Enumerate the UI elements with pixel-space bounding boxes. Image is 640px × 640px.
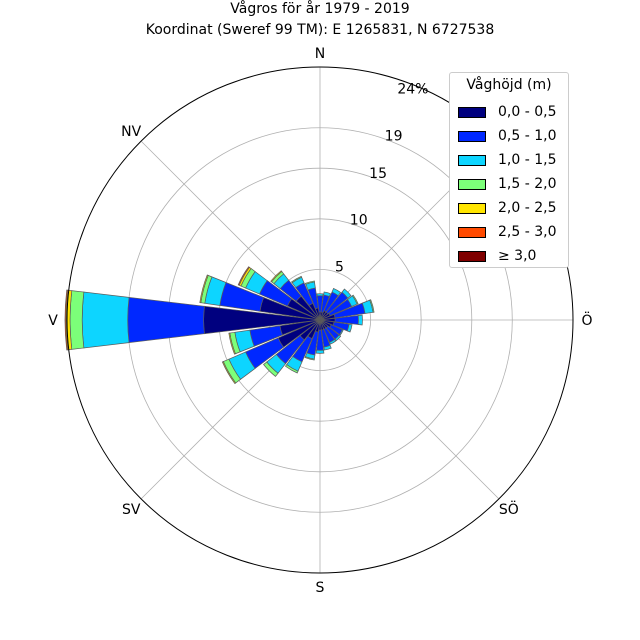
legend-item: 1,5 - 2,0 [458, 175, 556, 193]
bar-dir345-bin3 [304, 280, 315, 285]
bar-dir165-bin2 [323, 344, 332, 351]
bar-dir45-bin2 [341, 288, 352, 299]
legend-swatch [458, 202, 486, 214]
legend-label: 0,5 - 1,0 [498, 128, 557, 144]
bar-dir75-bin3 [369, 299, 375, 313]
legend-label: 1,0 - 1,5 [498, 152, 557, 168]
direction-label-NV: NV [121, 124, 141, 140]
bar-dir0-bin2 [316, 293, 324, 297]
bar-dir120-bin2 [338, 329, 344, 336]
direction-label-N: N [315, 46, 325, 62]
legend-swatch [458, 250, 486, 262]
legend-title: Våghöjd (m) [466, 77, 552, 93]
legend-swatch [458, 226, 486, 238]
bar-dir285-bin4 [199, 274, 209, 304]
bar-dir210-bin3 [285, 364, 299, 374]
bar-dir15-bin2 [323, 291, 331, 297]
legend-label: 2,5 - 3,0 [498, 224, 557, 240]
legend-item: 0,0 - 0,5 [458, 103, 556, 121]
bar-dir270-bin2 [81, 291, 130, 349]
legend-label: 2,0 - 2,5 [498, 200, 557, 216]
bar-dir150-bin2 [329, 338, 337, 345]
bar-dir180-bin2 [315, 349, 325, 354]
bar-dir195-bin3 [304, 356, 315, 361]
bar-dir30-bin2 [331, 287, 342, 297]
legend-swatch [458, 154, 486, 166]
legend-label: 0,0 - 0,5 [498, 104, 557, 120]
bar-dir315-bin4 [270, 270, 283, 283]
direction-label-Ö: Ö [581, 311, 592, 329]
bar-dir270-bin5 [64, 289, 69, 351]
legend-item: ≥ 3,0 [458, 247, 536, 265]
bar-dir60-bin3 [351, 294, 359, 305]
direction-label-S: S [316, 580, 325, 596]
legend-label: 1,5 - 2,0 [498, 176, 557, 192]
direction-label-SÖ: SÖ [499, 500, 519, 518]
bar-dir90-bin2 [357, 314, 363, 326]
bar-dir330-bin3 [291, 275, 303, 284]
bar-dir255-bin4 [228, 332, 236, 355]
legend-label: ≥ 3,0 [498, 248, 537, 264]
bar-dir240-bin4 [221, 361, 237, 385]
legend-swatch [458, 130, 486, 142]
legend-swatch [458, 178, 486, 190]
legend-swatch [458, 106, 486, 118]
bar-dir105-bin2 [346, 323, 353, 333]
legend-item: 0,5 - 1,0 [458, 127, 556, 145]
grid-spoke-3 [319, 319, 500, 500]
legend-item: 1,0 - 1,5 [458, 151, 556, 169]
radial-tick-label-4: 24% [397, 82, 428, 98]
radial-tick-label-1: 10 [350, 213, 368, 229]
chart-title-line-2: Koordinat (Sweref 99 TM): E 1265831, N 6… [146, 22, 495, 38]
bar-dir270-bin1 [127, 297, 205, 343]
bar-dir225-bin3 [263, 361, 279, 377]
chart-title-line-1: Vågros för år 1979 - 2019 [230, 0, 409, 17]
legend-item: 2,0 - 2,5 [458, 199, 556, 217]
sector-bars [64, 266, 375, 385]
legend-item: 2,5 - 3,0 [458, 223, 556, 241]
radial-tick-label-2: 15 [369, 166, 387, 182]
direction-label-SV: SV [122, 502, 141, 518]
radial-tick-label-0: 5 [335, 259, 344, 275]
outer-circle [66, 66, 574, 574]
direction-label-V: V [48, 313, 58, 329]
legend: Våghöjd (m) 0,0 - 0,5 0,5 - 1,0 1,0 - 1,5 1… [449, 72, 569, 268]
bar-dir135-bin2 [334, 334, 342, 342]
polar-axes: NNVVSVSSÖÖNÖ510151924% [48, 46, 592, 596]
bar-dir300-bin5 [237, 266, 250, 286]
bar-dir270-bin3 [69, 290, 85, 350]
radial-tick-label-3: 19 [385, 128, 403, 144]
